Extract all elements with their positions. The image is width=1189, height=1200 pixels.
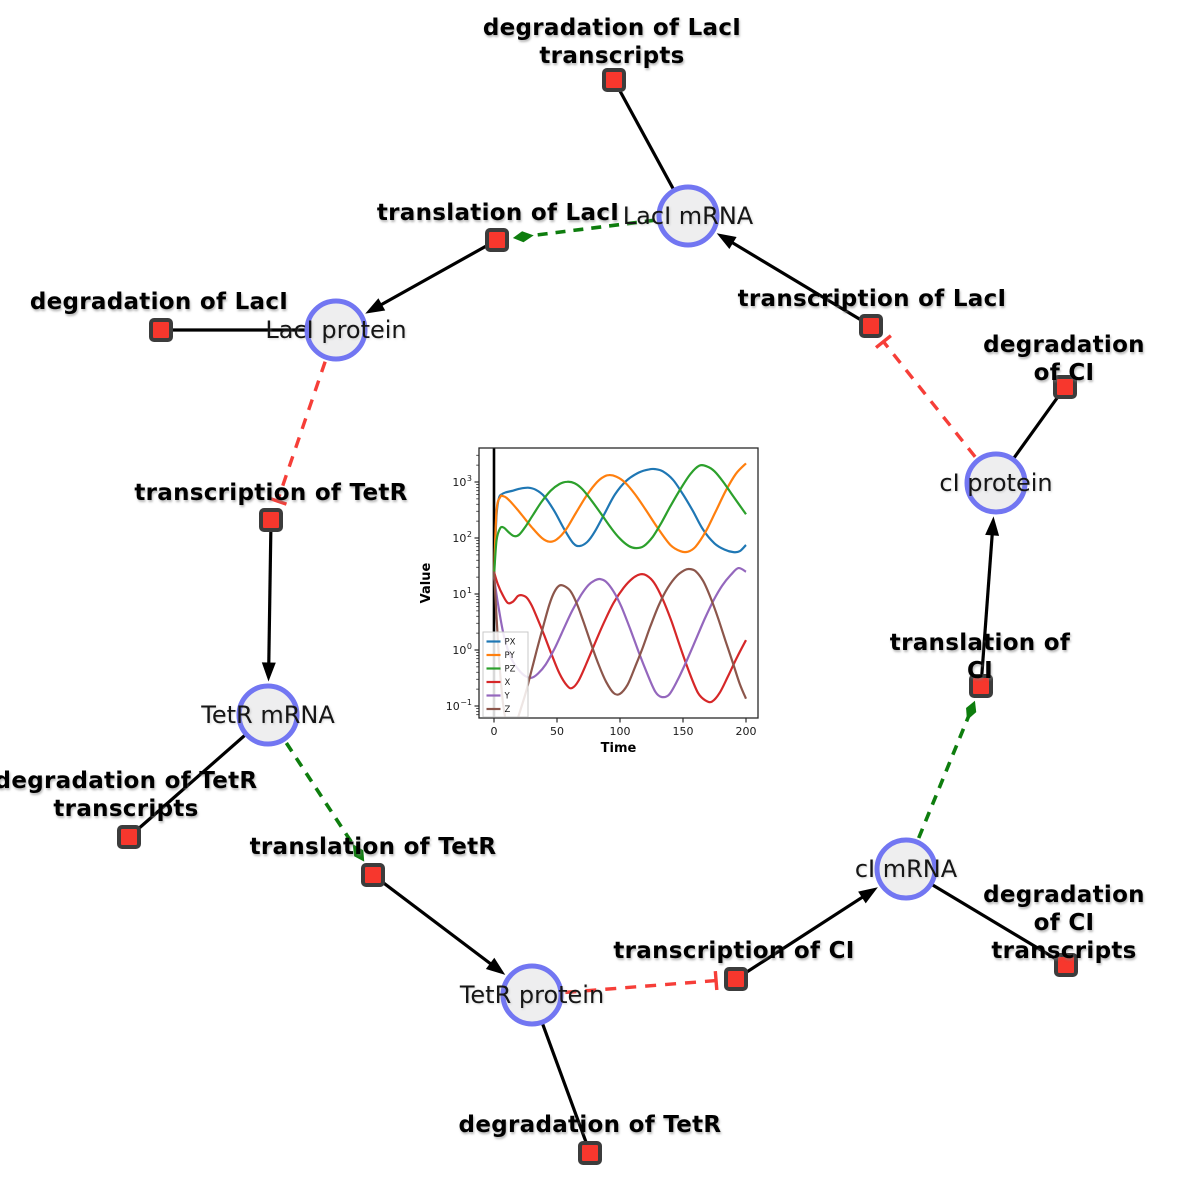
edge-translation_lacI-lacI_protein	[374, 238, 498, 310]
edge-transcription_cI-cI_mRNA	[735, 892, 869, 981]
x-axis-label: Time	[601, 741, 637, 756]
series-line-X	[492, 571, 747, 704]
reaction-label-transcription_lacI: transcription of LacI	[737, 286, 1007, 312]
reaction-label-translation_tetR: translation of TetR	[249, 834, 497, 860]
reaction-node-deg_cI_tx[interactable]	[1054, 953, 1078, 977]
edge-transcription_tetR-tetR_mRNA	[267, 519, 273, 670]
edge-cI_mRNA-translation_cI	[917, 713, 972, 839]
reaction-node-deg_tetR_tx[interactable]	[117, 825, 141, 849]
legend-box	[482, 631, 529, 718]
reaction-label-deg_lacI: degradation of LacI	[29, 289, 289, 315]
x-tick-label: 200	[736, 725, 757, 738]
species-label-tetR_mRNA: TetR mRNA	[201, 701, 335, 729]
reaction-label-deg_tetR: degradation of TetR	[458, 1112, 722, 1138]
x-tick-label: 0	[491, 725, 498, 738]
x-tick-label: 100	[610, 725, 631, 738]
edge-lacI_mRNA-translation_lacI-arrowhead	[512, 231, 534, 243]
species-label-tetR_protein: TetR protein	[459, 981, 605, 1009]
edge-translation_tetR-tetR_protein-arrowhead	[485, 957, 506, 975]
legend-label-Z: Z	[505, 705, 511, 715]
series-line-PY	[492, 462, 747, 578]
edge-tetR_mRNA-translation_tetR	[284, 742, 359, 851]
species-label-lacI_protein: LacI protein	[265, 316, 407, 344]
y-axis-label: Value	[419, 562, 434, 603]
reaction-label-translation_cI: translation of CI	[889, 630, 1071, 684]
edge-tetR_mRNA-translation_tetR-arrowhead	[352, 844, 365, 862]
species-node-cI_protein[interactable]	[964, 451, 1028, 515]
reaction-label-deg_cI: degradation of CI	[983, 332, 1145, 386]
reaction-label-transcription_cI: transcription of CI	[613, 938, 855, 964]
reaction-node-deg_cI[interactable]	[1053, 375, 1077, 399]
timeseries-plot: 103 102 101 100 10−1 0 50 100 150 200 Time Value PX P…	[419, 447, 759, 756]
reaction-node-translation_lacI[interactable]	[485, 228, 509, 252]
edge-cI_mRNA-translation_cI-arrowhead	[966, 700, 977, 721]
series-line-PZ	[492, 463, 747, 578]
series-line-PX	[492, 467, 747, 578]
x-tick-label: 150	[673, 725, 694, 738]
legend-label-Y: Y	[504, 692, 511, 702]
reaction-node-transcription_cI[interactable]	[724, 967, 748, 991]
y-tick-label: 101	[452, 586, 472, 601]
edge-transcription_cI-cI_mRNA-arrowhead	[858, 887, 878, 904]
y-tick-label: 10−1	[446, 698, 472, 713]
reaction-node-deg_lacI[interactable]	[149, 318, 173, 342]
edge-tetR_protein-transcription_cI	[565, 978, 717, 995]
legend-label-PY: PY	[505, 651, 516, 661]
edge-translation_tetR-tetR_protein	[372, 873, 497, 969]
y-tick-label: 102	[452, 530, 472, 545]
species-label-cI_mRNA: cI mRNA	[854, 855, 958, 883]
species-node-lacI_mRNA[interactable]	[656, 184, 720, 248]
edge-transcription_tetR-tetR_mRNA-arrowhead	[261, 662, 276, 682]
plot-series-group	[492, 462, 748, 718]
edge-tetR_protein-transcription_cI-inhibit-bar	[713, 970, 719, 991]
edge-transcription_lacI-lacI_mRNA-arrowhead	[716, 233, 737, 250]
reaction-label-deg_lacI_tx: degradation of LacI transcripts	[482, 15, 742, 69]
species-node-tetR_protein[interactable]	[500, 963, 564, 1027]
y-tick-label: 103	[452, 474, 472, 489]
legend-label-PZ: PZ	[505, 665, 516, 675]
reaction-label-translation_lacI: translation of LacI	[376, 200, 620, 226]
species-label-cI_protein: cI protein	[939, 469, 1053, 497]
species-node-tetR_mRNA[interactable]	[236, 683, 300, 747]
species-label-lacI_mRNA: LacI mRNA	[622, 202, 754, 230]
edge-lacI_protein-transcription_tetR-inhibit-bar	[267, 496, 288, 506]
x-tick-label: 50	[550, 725, 564, 738]
plot-border	[478, 447, 759, 719]
reaction-label-deg_cI_tx: degradation of CI transcripts	[983, 882, 1145, 964]
species-node-lacI_protein[interactable]	[304, 298, 368, 362]
species-node-cI_mRNA[interactable]	[874, 837, 938, 901]
reaction-node-transcription_lacI[interactable]	[859, 314, 883, 338]
reaction-node-deg_lacI_tx[interactable]	[602, 68, 626, 92]
reaction-label-deg_tetR_tx: degradation of TetR transcripts	[0, 768, 258, 822]
edge-cI_protein-transcription_lacI-inhibit-bar	[874, 334, 892, 349]
edge-translation_lacI-lacI_protein-arrowhead	[365, 298, 386, 314]
edge-lacI_protein-transcription_tetR	[275, 361, 327, 502]
reaction-node-deg_tetR[interactable]	[578, 1141, 602, 1165]
y-tick-label: 100	[452, 642, 472, 657]
inset-chart: 103 102 101 100 10−1 0 50 100 150 200 Time Value PX P…	[415, 425, 775, 770]
edge-lacI_mRNA-translation_lacI	[526, 218, 655, 239]
reaction-node-translation_tetR[interactable]	[361, 863, 385, 887]
legend-label-X: X	[505, 678, 511, 688]
reaction-label-transcription_tetR: transcription of TetR	[134, 480, 408, 506]
edge-translation_cI-cI_protein	[979, 528, 995, 687]
reaction-node-transcription_tetR[interactable]	[259, 508, 283, 532]
edge-translation_cI-cI_protein-arrowhead	[985, 516, 1000, 536]
reaction-node-translation_cI[interactable]	[969, 674, 993, 698]
edge-cI_protein-transcription_lacI	[882, 340, 977, 458]
series-line-Y	[492, 566, 747, 699]
legend-label-PX: PX	[505, 638, 516, 648]
edge-transcription_lacI-lacI_mRNA	[726, 238, 872, 328]
